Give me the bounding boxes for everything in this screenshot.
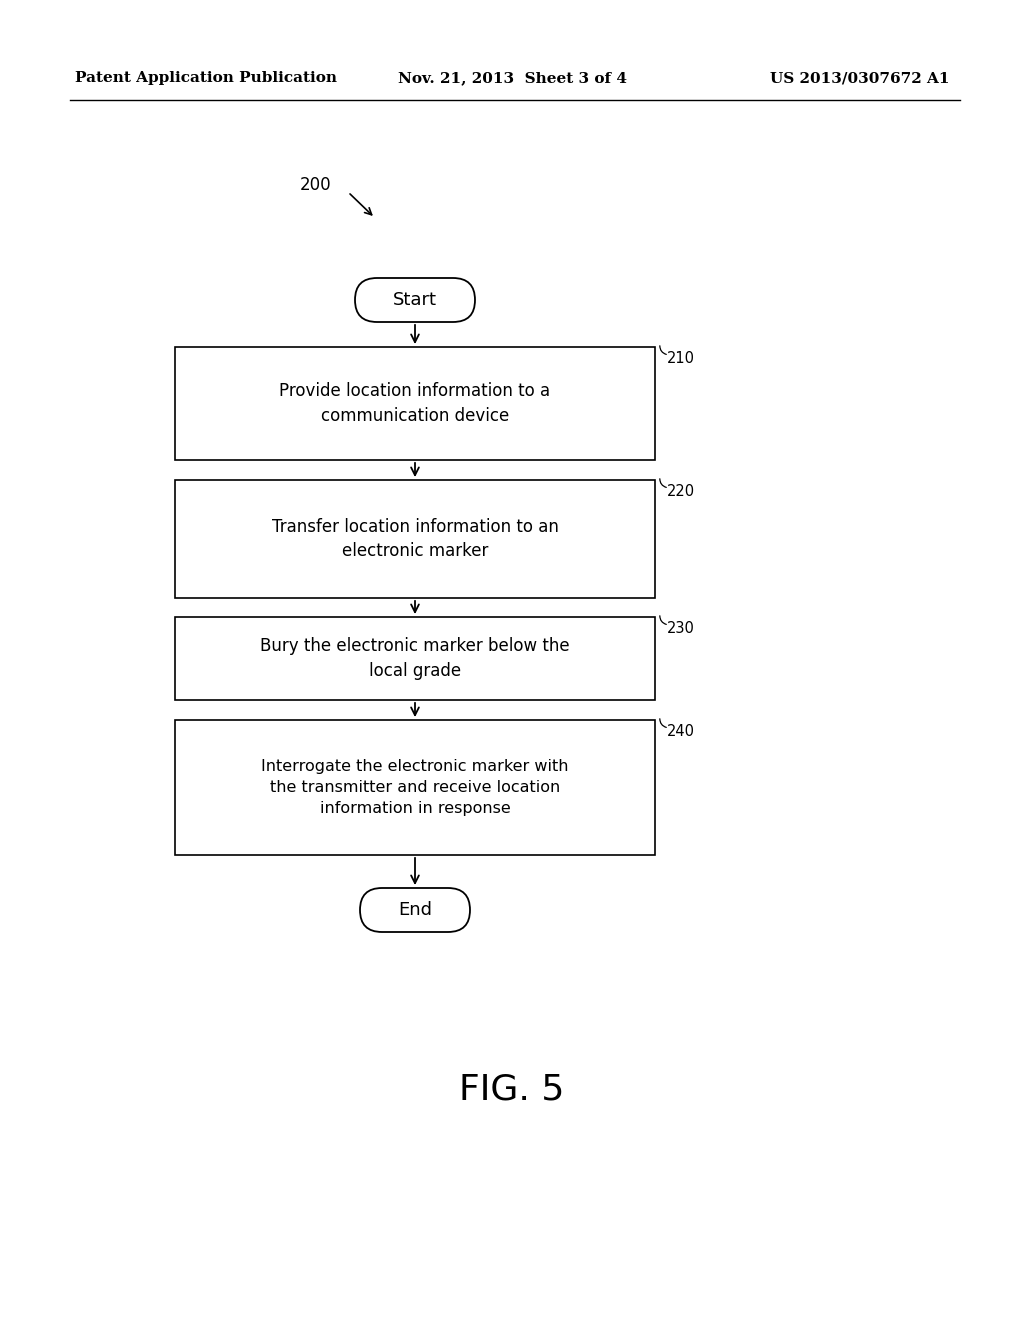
Text: Start: Start	[393, 290, 437, 309]
Text: Provide location information to a
communication device: Provide location information to a commun…	[280, 381, 551, 425]
Text: FIG. 5: FIG. 5	[460, 1073, 564, 1107]
Bar	[175, 616, 655, 700]
Text: US 2013/0307672 A1: US 2013/0307672 A1	[770, 71, 950, 84]
FancyBboxPatch shape	[360, 888, 470, 932]
Text: 200: 200	[300, 176, 332, 194]
Bar	[175, 719, 655, 855]
Text: 230: 230	[667, 620, 695, 636]
Text: 240: 240	[667, 723, 695, 739]
FancyBboxPatch shape	[355, 279, 475, 322]
Text: Transfer location information to an
electronic marker: Transfer location information to an elec…	[271, 517, 558, 561]
Text: Bury the electronic marker below the
local grade: Bury the electronic marker below the loc…	[260, 638, 569, 680]
Text: Patent Application Publication: Patent Application Publication	[75, 71, 337, 84]
Text: Interrogate the electronic marker with
the transmitter and receive location
info: Interrogate the electronic marker with t…	[261, 759, 568, 816]
Text: Nov. 21, 2013  Sheet 3 of 4: Nov. 21, 2013 Sheet 3 of 4	[397, 71, 627, 84]
Bar	[175, 480, 655, 598]
Text: 210: 210	[667, 351, 695, 366]
Text: 220: 220	[667, 484, 695, 499]
Bar	[175, 347, 655, 459]
Text: End: End	[398, 902, 432, 919]
